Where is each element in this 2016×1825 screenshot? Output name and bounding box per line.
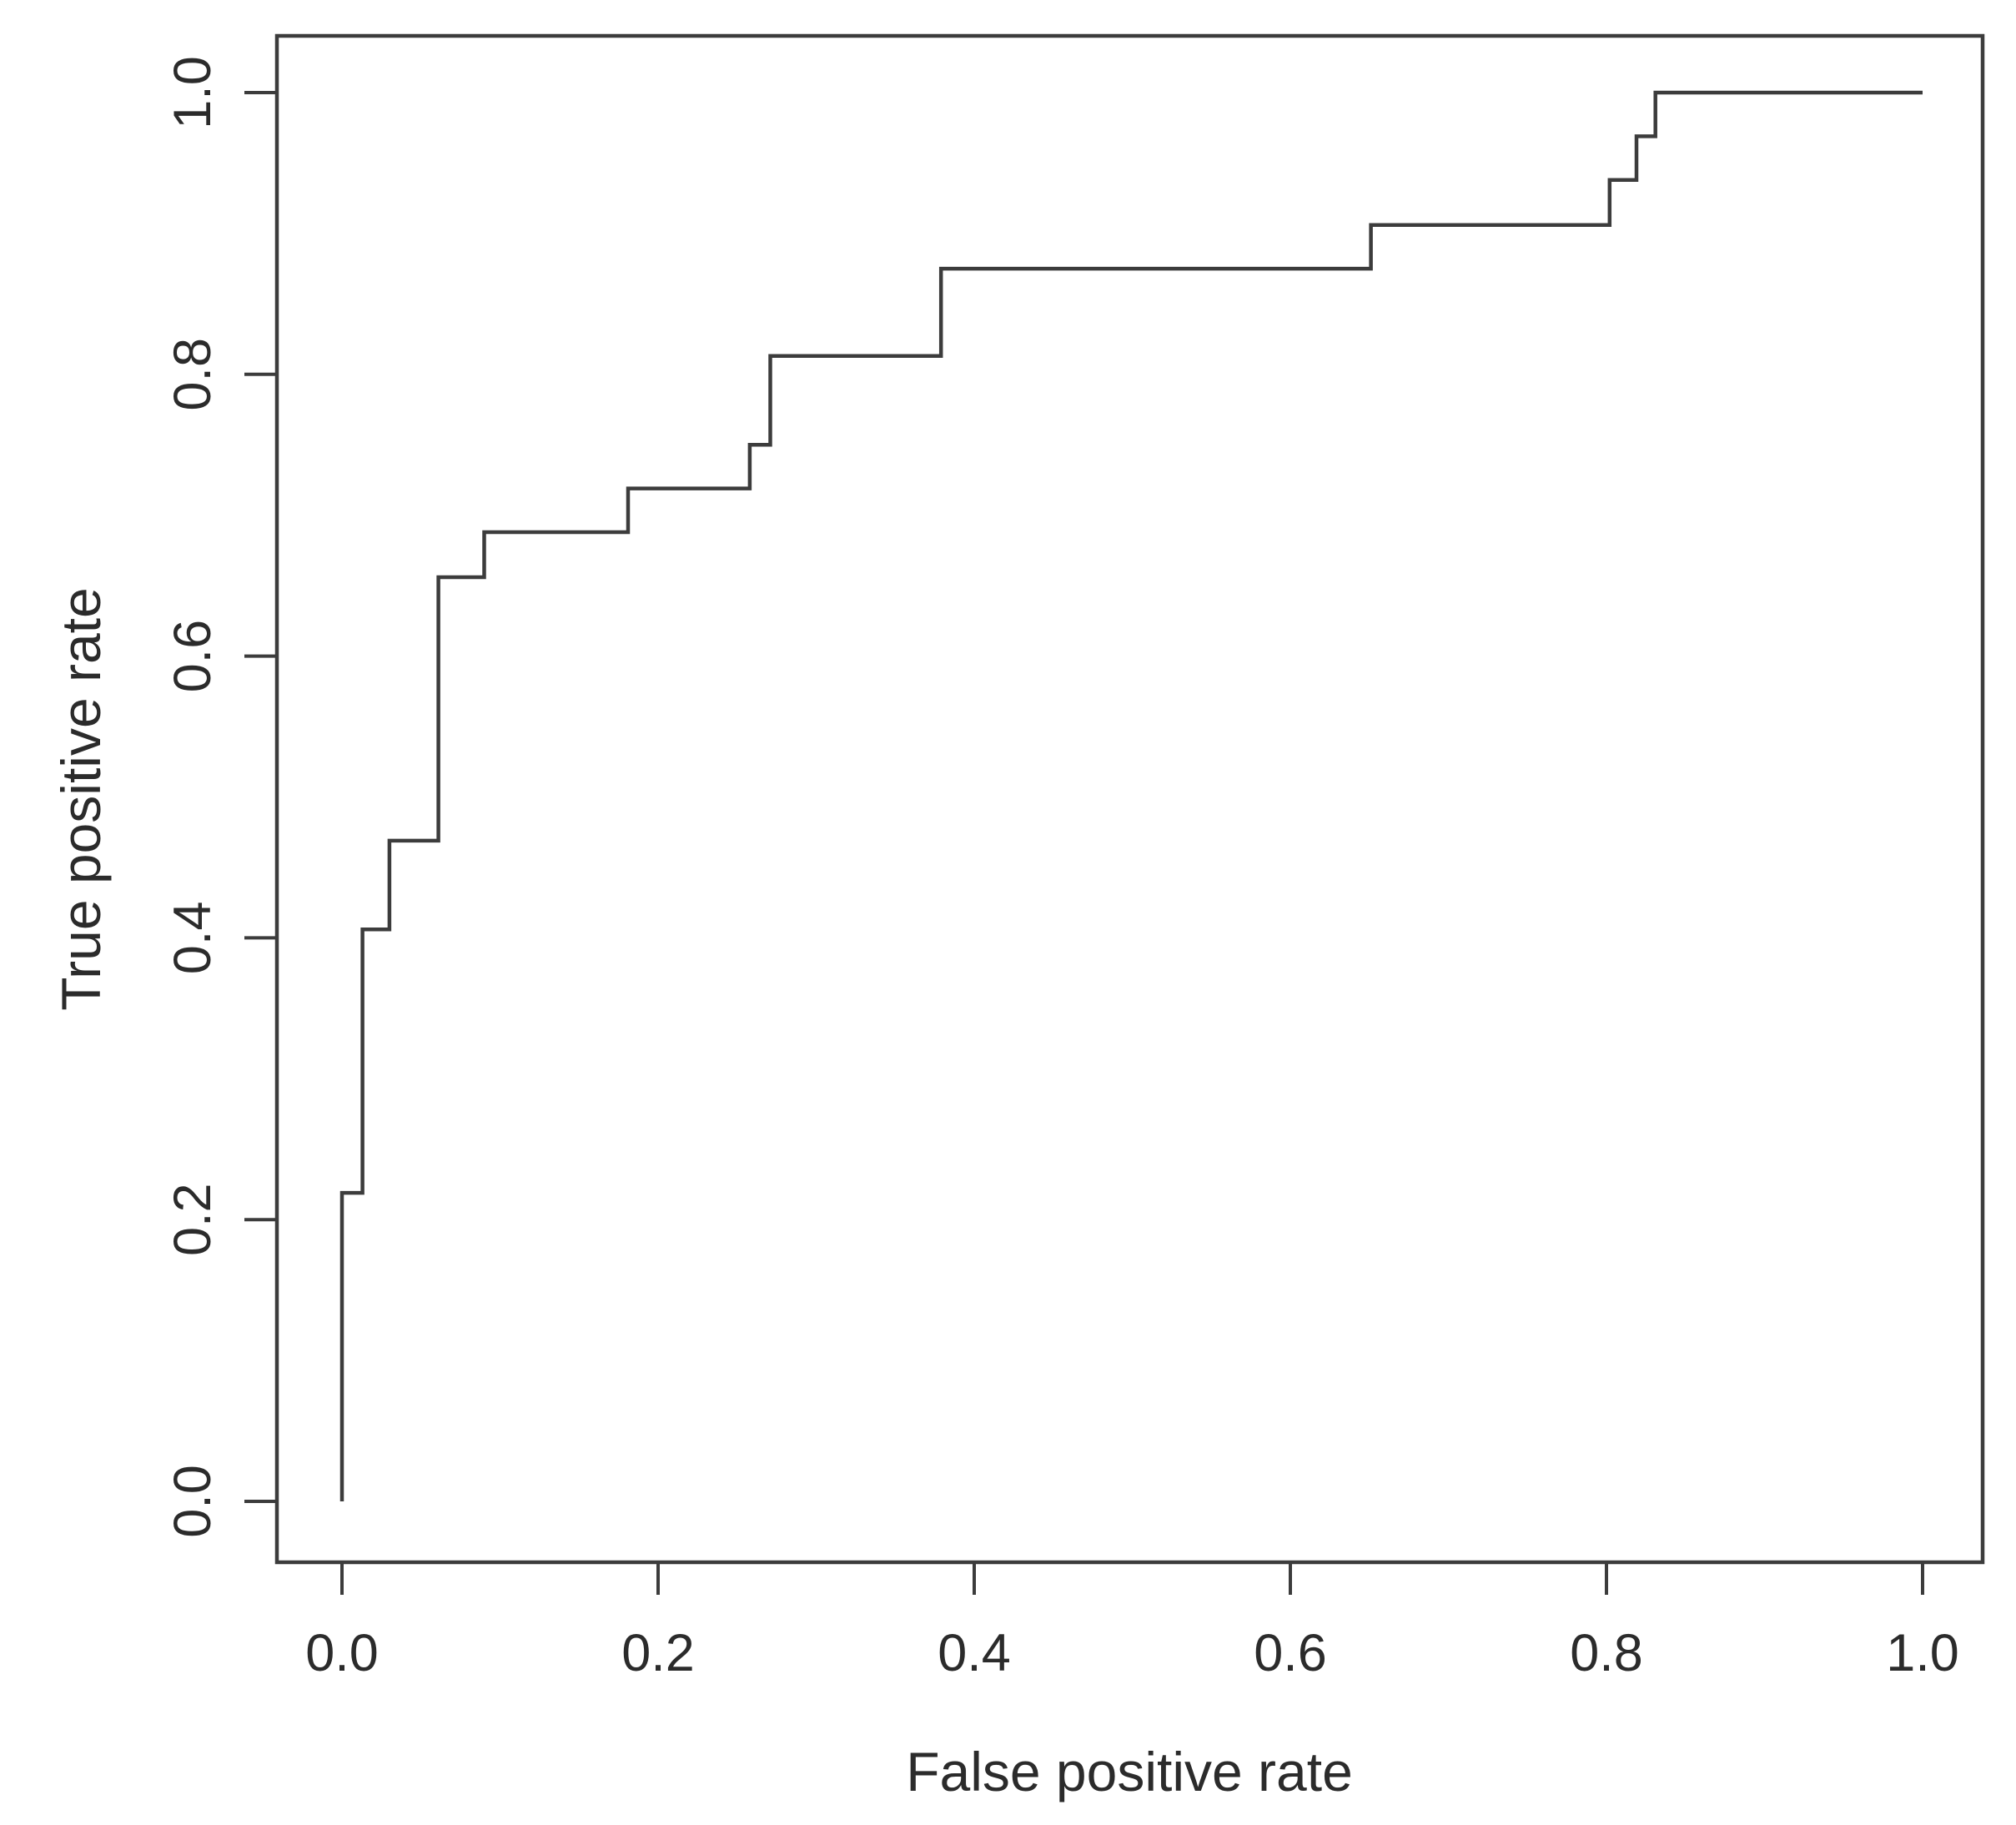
y-tick-label: 0.2	[163, 1183, 222, 1256]
x-axis-title: False positive rate	[906, 1741, 1353, 1802]
x-axis-ticks: 0.0 0.2 0.4 0.6 0.8 1.0	[305, 1562, 1959, 1682]
y-tick-label: 0.8	[163, 338, 222, 411]
roc-curve	[339, 90, 1923, 1501]
x-tick-label: 0.8	[1570, 1624, 1643, 1682]
x-tick-label: 0.6	[1254, 1624, 1327, 1682]
x-tick-label: 1.0	[1886, 1624, 1959, 1682]
y-tick-label: 0.4	[163, 902, 222, 975]
y-tick-label: 0.0	[163, 1465, 222, 1538]
y-axis-ticks: 0.0 0.2 0.4 0.6 0.8 1.0	[163, 56, 277, 1538]
y-tick-label: 1.0	[163, 56, 222, 129]
y-axis-title: True positive rate	[50, 587, 112, 1010]
x-tick-label: 0.4	[938, 1624, 1011, 1682]
plot-border	[274, 33, 1985, 1565]
x-tick-label: 0.2	[621, 1624, 695, 1682]
y-tick-label: 0.6	[163, 620, 222, 693]
x-tick-label: 0.0	[305, 1624, 379, 1682]
